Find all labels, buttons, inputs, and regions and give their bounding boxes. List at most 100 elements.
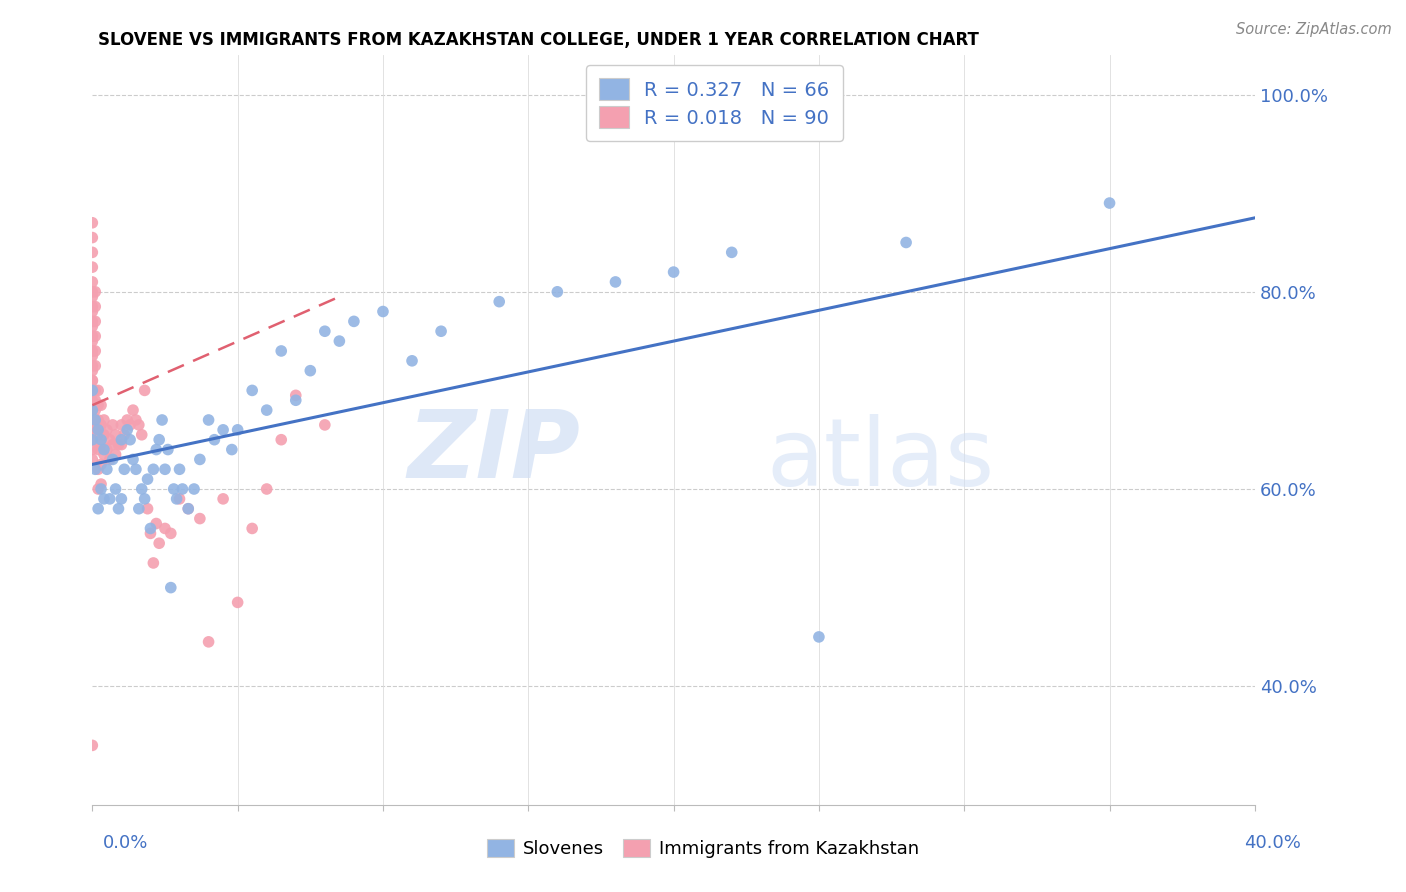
Point (1098, 196, 1121, 211)
Point (82, 216, 104, 230)
Point (546, 285, 568, 299)
Point (98, 491, 121, 506)
Point (82, 374, 104, 388)
Point (139, 521, 162, 535)
Point (82, 290, 104, 304)
Point (122, 403, 145, 417)
Point (107, 437, 129, 451)
Point (115, 423, 138, 437)
Point (226, 595, 249, 609)
Point (240, 521, 263, 535)
Point (82, 442, 104, 457)
Point (197, 413, 219, 427)
Point (256, 482, 278, 496)
Point (188, 452, 211, 467)
Point (145, 516, 167, 531)
Point (84, 300, 107, 314)
Point (93, 427, 115, 442)
Point (136, 472, 159, 486)
Point (82, 275, 104, 289)
Point (212, 423, 235, 437)
Point (136, 501, 159, 516)
Point (104, 448, 127, 462)
Point (120, 433, 142, 447)
Point (84, 285, 107, 299)
Point (112, 462, 135, 476)
Point (82, 393, 104, 408)
Point (101, 437, 124, 451)
Point (84, 403, 107, 417)
Point (93, 448, 115, 462)
Point (197, 635, 219, 649)
Point (87, 398, 110, 412)
Point (98, 452, 121, 467)
Point (84, 343, 107, 358)
Point (82, 452, 104, 467)
Point (87, 423, 110, 437)
Point (84, 384, 107, 398)
Point (202, 433, 225, 447)
Point (169, 491, 191, 506)
Point (90, 482, 112, 496)
Point (148, 536, 170, 550)
Point (270, 343, 292, 358)
Point (120, 417, 142, 432)
Point (284, 393, 307, 408)
Point (87, 384, 110, 398)
Point (82, 304, 104, 318)
Point (720, 245, 742, 260)
Point (256, 403, 278, 417)
Point (299, 364, 322, 378)
Point (177, 501, 200, 516)
Point (221, 442, 243, 457)
Point (82, 364, 104, 378)
Point (96, 462, 118, 476)
Point (82, 319, 104, 334)
Text: atlas: atlas (766, 414, 995, 506)
Point (371, 304, 394, 318)
Point (131, 482, 153, 496)
Point (284, 388, 307, 402)
Point (159, 526, 181, 541)
Point (90, 417, 112, 432)
Point (93, 442, 115, 457)
Point (82, 403, 104, 417)
Point (153, 462, 176, 476)
Point (84, 413, 107, 427)
Point (82, 260, 104, 274)
Text: ZIP: ZIP (408, 407, 581, 499)
Point (82, 300, 104, 314)
Point (150, 413, 173, 427)
Point (314, 324, 336, 338)
Point (82, 433, 104, 447)
Point (177, 501, 200, 516)
Point (226, 423, 249, 437)
Point (110, 433, 132, 447)
Point (156, 442, 179, 457)
Point (183, 482, 205, 496)
Point (82, 343, 104, 358)
Point (82, 403, 104, 417)
Point (82, 314, 104, 328)
Point (82, 349, 104, 363)
Point (82, 739, 104, 753)
Point (169, 462, 191, 476)
Point (328, 334, 350, 348)
Text: 40.0%: 40.0% (1244, 834, 1301, 852)
Point (107, 501, 129, 516)
Point (112, 427, 135, 442)
Point (82, 433, 104, 447)
Text: SLOVENE VS IMMIGRANTS FROM KAZAKHSTAN COLLEGE, UNDER 1 YEAR CORRELATION CHART: SLOVENE VS IMMIGRANTS FROM KAZAKHSTAN CO… (98, 31, 980, 49)
Point (96, 442, 118, 457)
Point (110, 417, 132, 432)
Point (87, 482, 110, 496)
Point (110, 437, 132, 451)
Point (270, 433, 292, 447)
Point (87, 442, 110, 457)
Point (134, 491, 156, 506)
Point (131, 427, 153, 442)
Point (115, 413, 138, 427)
Point (82, 423, 104, 437)
Point (90, 477, 112, 491)
Point (84, 462, 107, 476)
